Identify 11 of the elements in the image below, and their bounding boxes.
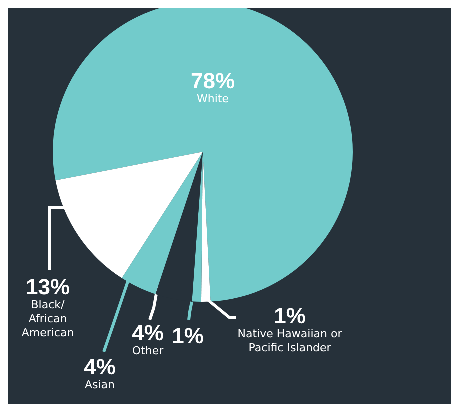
slice-label: Asian bbox=[84, 378, 116, 392]
data-label: 1% bbox=[274, 304, 306, 328]
data-label: 4% bbox=[132, 320, 164, 346]
slice-label: Black/ African American bbox=[22, 298, 74, 340]
data-label: 78% bbox=[190, 68, 236, 94]
data-label: 13% bbox=[26, 274, 70, 300]
slice-label: White bbox=[197, 92, 230, 106]
slice-label: Other bbox=[132, 344, 164, 358]
data-label: 4% bbox=[84, 354, 116, 380]
data-label: 1% bbox=[172, 324, 204, 348]
slice-label: Native Hawaiian or Pacific Islander bbox=[238, 328, 343, 354]
